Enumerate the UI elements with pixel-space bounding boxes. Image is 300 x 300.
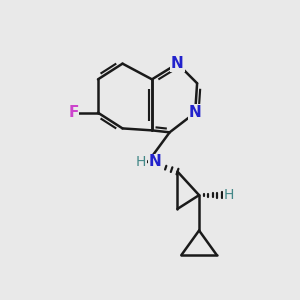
Text: N: N (171, 56, 184, 71)
Text: H: H (136, 155, 146, 169)
Text: N: N (149, 154, 162, 169)
Text: N: N (189, 105, 202, 120)
Text: H: H (224, 188, 234, 202)
Text: F: F (68, 105, 79, 120)
